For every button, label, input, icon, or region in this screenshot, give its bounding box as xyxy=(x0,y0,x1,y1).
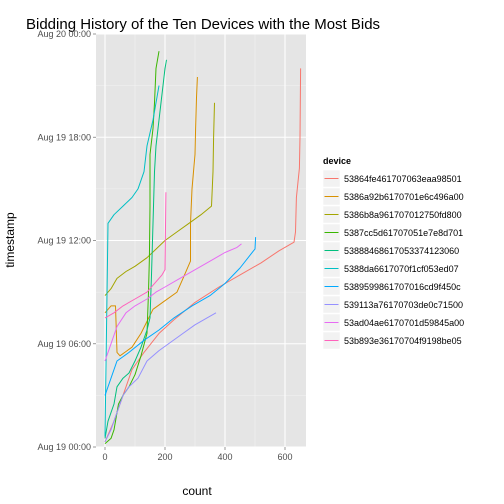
y-tick-label: Aug 19 06:00 xyxy=(37,339,91,349)
series-line xyxy=(104,59,167,439)
series-line xyxy=(104,237,257,396)
legend-label: 5386b8a961707012750fd800 xyxy=(344,210,462,220)
legend-item: 5386a92b6170701e6c496a00 xyxy=(322,187,464,206)
legend-item: 5386b8a961707012750fd800 xyxy=(322,205,462,224)
y-tick-label: Aug 19 18:00 xyxy=(37,132,91,142)
x-tick-label: 400 xyxy=(217,452,232,462)
x-tick-label: 600 xyxy=(277,452,292,462)
legend-label: 5386a92b6170701e6c496a00 xyxy=(344,192,464,202)
legend-title: device xyxy=(323,156,351,166)
x-tick-label: 200 xyxy=(157,452,172,462)
series-line xyxy=(104,68,302,443)
series-line xyxy=(104,76,198,357)
legend-item: 5389599861707016cd9f450c xyxy=(322,277,461,296)
legend-label: 53864fe461707063eaa98501 xyxy=(344,174,462,184)
y-tick-label: Aug 20 00:00 xyxy=(37,29,91,39)
legend-item: 5388da6617070f1cf053ed07 xyxy=(322,259,459,278)
legend-label: 5388da6617070f1cf053ed07 xyxy=(344,264,459,274)
y-axis-ticks: Aug 19 00:00 Aug 19 06:00 Aug 19 12:00 Aug … xyxy=(37,29,96,452)
legend-label: 5389599861707016cd9f450c xyxy=(344,282,461,292)
series-lines xyxy=(104,51,302,444)
legend-item: 539113a76170703de0c71500 xyxy=(322,295,463,314)
legend-item: 53864fe461707063eaa98501 xyxy=(322,169,462,188)
series-line xyxy=(104,243,242,362)
legend-label: 53ad04ae6170701d59845a00 xyxy=(344,318,464,328)
legend: device 53864fe461707063eaa98501 5386a92b6… xyxy=(322,156,464,350)
legend-item: 5387cc5d61707051e7e8d701 xyxy=(322,223,463,242)
chart-title: Bidding History of the Ten Devices with … xyxy=(26,16,380,33)
x-tick-label: 0 xyxy=(102,452,107,462)
x-axis-label: count xyxy=(182,484,212,498)
y-tick-label: Aug 19 12:00 xyxy=(37,236,91,246)
legend-label: 53888468617053374123060 xyxy=(344,246,459,256)
legend-items: 53864fe461707063eaa98501 5386a92b6170701e… xyxy=(322,169,464,350)
legend-label: 539113a76170703de0c71500 xyxy=(344,300,463,310)
legend-item: 53b893e36170704f9198be05 xyxy=(322,331,462,350)
series-line xyxy=(104,312,217,443)
y-tick-label: Aug 19 00:00 xyxy=(37,442,91,452)
x-axis-ticks: 0 200 400 600 xyxy=(102,447,293,462)
legend-label: 5387cc5d61707051e7e8d701 xyxy=(344,228,463,238)
legend-item: 53888468617053374123060 xyxy=(322,241,459,260)
legend-item: 53ad04ae6170701d59845a00 xyxy=(322,313,464,332)
y-axis-label: timestamp xyxy=(3,212,17,268)
series-line xyxy=(104,85,160,437)
legend-label: 53b893e36170704f9198be05 xyxy=(344,336,462,346)
series-line xyxy=(104,192,167,319)
